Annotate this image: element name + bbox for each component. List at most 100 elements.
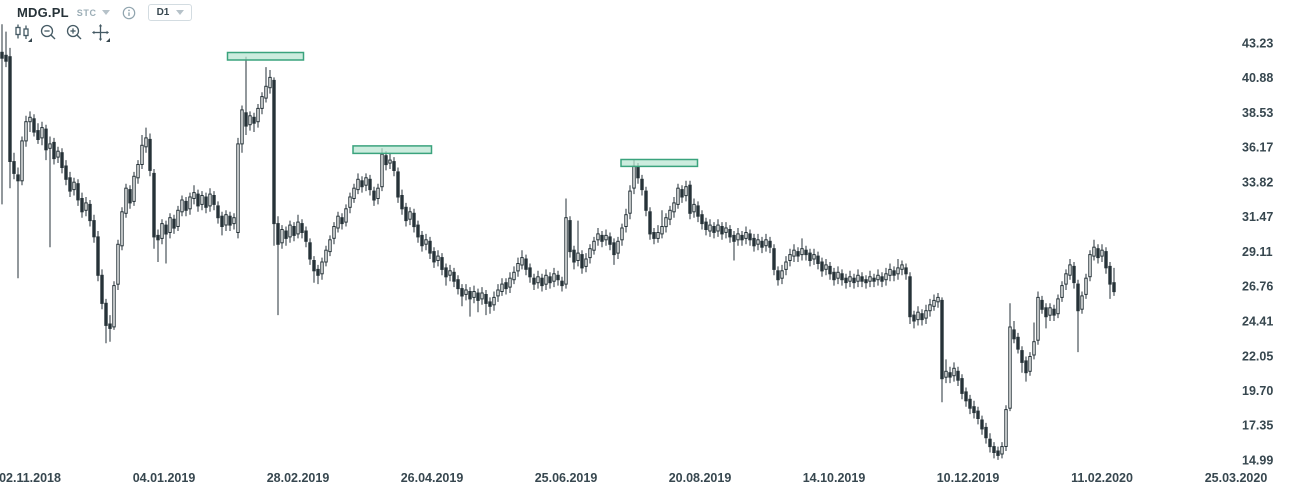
candle-body — [872, 277, 876, 282]
candle-body — [136, 164, 140, 179]
instrument-symbol: MDG.PL — [17, 5, 69, 20]
candle-body — [1088, 254, 1092, 278]
x-axis-label: 25.06.2019 — [535, 471, 598, 485]
candle-body — [288, 224, 292, 238]
resistance-zone-3[interactable] — [620, 158, 699, 168]
candle-body — [244, 112, 248, 127]
candle-body — [1076, 283, 1080, 312]
candle-body — [668, 209, 672, 220]
candle-body — [252, 116, 256, 124]
candle-body — [424, 239, 428, 245]
corner-dropdown-mark — [106, 38, 110, 42]
candle-body — [1064, 273, 1068, 285]
candle-body — [356, 178, 360, 191]
candle-body — [1004, 409, 1008, 448]
x-axis-label: 20.08.2019 — [669, 471, 732, 485]
candle-body — [900, 264, 904, 270]
candle-body — [464, 289, 468, 295]
candle-body — [1080, 295, 1084, 310]
pan-button[interactable] — [91, 23, 110, 42]
candle-body — [864, 279, 868, 284]
candle-body — [948, 372, 952, 378]
y-axis-label: 29.11 — [1242, 245, 1273, 259]
resistance-zone-2[interactable] — [352, 145, 433, 155]
candle-body — [300, 223, 304, 234]
candle-body — [316, 268, 320, 276]
y-axis-label: 19.70 — [1242, 384, 1273, 398]
candle-body — [960, 378, 964, 394]
candle-body — [40, 127, 44, 139]
candle-body — [720, 226, 724, 235]
candle-body — [1104, 251, 1108, 269]
candle-body — [440, 257, 444, 270]
candle-body — [1020, 350, 1024, 363]
candle-body — [764, 239, 768, 247]
candle-body — [852, 277, 856, 284]
candle-body — [324, 249, 328, 263]
candle-body — [60, 152, 64, 168]
candle-body — [80, 198, 84, 213]
candle-body — [0, 51, 4, 59]
candle-body — [436, 255, 440, 262]
candle-body — [192, 192, 196, 200]
candle-body — [1112, 282, 1116, 293]
candle-body — [420, 234, 424, 247]
candle-body — [176, 209, 180, 228]
candle-body — [652, 232, 656, 239]
candle-body — [1016, 336, 1020, 350]
candle-body — [500, 283, 504, 293]
candle-body — [592, 240, 596, 251]
candle-body — [792, 249, 796, 257]
candle-body — [844, 277, 848, 284]
candle-body — [4, 54, 8, 62]
candle-body — [556, 274, 560, 281]
x-axis-label: 25.03.2020 — [1205, 471, 1268, 485]
candle-body — [200, 195, 204, 205]
candle-body — [68, 177, 72, 192]
candle-body — [888, 268, 892, 276]
candle-body — [428, 240, 432, 254]
candle-body — [768, 240, 772, 248]
candle-body — [684, 186, 688, 197]
candle-body — [548, 276, 552, 284]
chart-type-button[interactable] — [13, 23, 32, 42]
candle-body — [268, 76, 272, 89]
candle-body — [636, 167, 640, 179]
candle-body — [468, 291, 472, 300]
candle-body — [1108, 265, 1112, 285]
zoom-in-button[interactable] — [65, 23, 84, 42]
x-axis-label: 10.12.2019 — [937, 471, 1000, 485]
timeframe-select[interactable]: D1 — [147, 4, 193, 21]
candle-body — [812, 254, 816, 260]
resistance-zone-1[interactable] — [226, 51, 305, 61]
candle-body — [168, 217, 172, 233]
candle-body — [1096, 248, 1100, 259]
candle-body — [1048, 307, 1052, 316]
candle-body — [564, 217, 568, 285]
candle-body — [368, 178, 372, 191]
chevron-down-icon[interactable] — [101, 10, 110, 15]
candle-body — [496, 289, 500, 297]
candle-body — [472, 291, 476, 298]
candle-body — [504, 282, 508, 290]
zoom-out-button[interactable] — [39, 23, 58, 42]
candle-body — [1060, 285, 1064, 298]
candle-body — [508, 277, 512, 288]
candle-body — [776, 270, 780, 281]
candle-body — [484, 294, 488, 304]
candle-body — [1056, 298, 1060, 315]
info-button[interactable] — [122, 6, 136, 20]
resistance-zones — [226, 51, 699, 168]
candle-body — [336, 215, 340, 229]
candle-body — [332, 226, 336, 239]
candle-body — [808, 252, 812, 262]
candle-body — [676, 187, 680, 205]
candle-body — [580, 254, 584, 269]
candle-body — [560, 280, 564, 287]
candle-body — [892, 270, 896, 276]
candle-body — [1032, 341, 1036, 356]
candle-body — [588, 248, 592, 259]
candle-body — [104, 302, 108, 326]
chevron-down-icon — [176, 10, 185, 15]
